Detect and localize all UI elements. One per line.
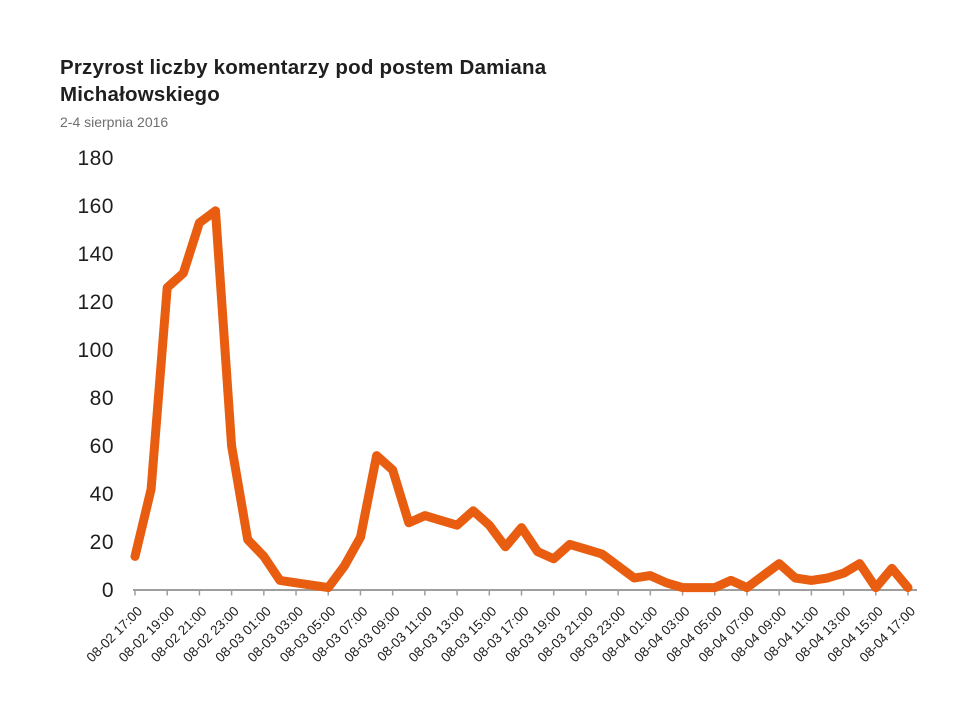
y-tick-label: 180 xyxy=(77,147,114,170)
comments-series-line xyxy=(130,206,913,593)
y-tick-label: 120 xyxy=(77,291,114,314)
y-tick-label: 160 xyxy=(77,195,114,218)
y-tick-label: 100 xyxy=(77,339,114,362)
chart-title: Przyrost liczby komentarzy pod postem Da… xyxy=(60,56,547,106)
y-tick-label: 0 xyxy=(102,579,114,602)
y-tick-label: 60 xyxy=(90,435,114,458)
y-tick-label: 20 xyxy=(90,531,114,554)
chart-header: Przyrost liczby komentarzy pod postem Da… xyxy=(60,54,720,130)
chart-subtitle: 2-4 sierpnia 2016 xyxy=(60,114,169,130)
y-tick-label: 140 xyxy=(77,243,114,266)
y-tick-label: 80 xyxy=(90,387,114,410)
y-tick-label: 40 xyxy=(90,483,114,506)
